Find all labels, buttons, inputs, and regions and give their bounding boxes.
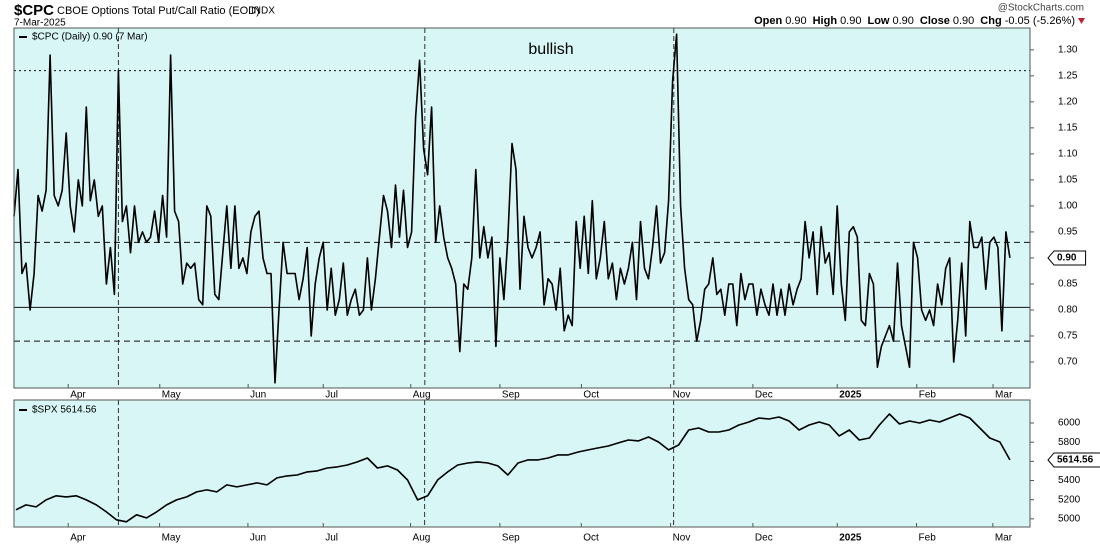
quote-label: High [813, 15, 838, 27]
quote-line: Open 0.90 High 0.90 Low 0.90 Close 0.90 Chg -0.05… [754, 15, 1075, 27]
x-tick-label: Oct [583, 533, 599, 544]
x-tick-label: Aug [413, 533, 431, 544]
x-tick-label: Dec [755, 533, 773, 544]
source: @StockCharts.com [998, 3, 1084, 14]
date: 7-Mar-2025 [14, 18, 66, 29]
x-tick-label: May [162, 390, 181, 401]
y-tick-label: 1.05 [1058, 175, 1078, 186]
quote-value: 0.90 [953, 15, 974, 27]
exchange: INDX [251, 6, 275, 17]
last-value-marker [1047, 250, 1087, 266]
y-tick-label: 5400 [1058, 475, 1081, 486]
x-tick-label: Feb [919, 533, 937, 544]
change-arrow [1078, 18, 1085, 24]
y-tick-label: 5800 [1058, 437, 1081, 448]
plot-border [13, 399, 1031, 528]
x-tick-label: Sep [502, 390, 520, 401]
y-tick-label: 0.75 [1058, 331, 1078, 342]
y-tick-label: 0.80 [1058, 305, 1078, 316]
x-tick-label: Apr [70, 390, 86, 401]
quote-value: 0.90 [892, 15, 913, 27]
x-tick-label: Jun [250, 390, 266, 401]
y-tick-label: 1.00 [1058, 201, 1078, 212]
x-tick-label: 2025 [839, 390, 862, 401]
legend-label: $CPC (Daily) 0.90 (7 Mar) [32, 32, 148, 43]
symbol: $CPC [14, 2, 54, 19]
x-tick-label: Nov [673, 390, 691, 401]
x-tick-label: Dec [755, 390, 773, 401]
x-tick-label: Sep [502, 533, 520, 544]
x-tick-label: Mar [995, 390, 1013, 401]
last-value-label: 0.90 [1057, 253, 1077, 264]
y-tick-label: 1.30 [1058, 44, 1078, 55]
y-tick-label: 5200 [1058, 494, 1081, 505]
x-tick-label: May [162, 533, 181, 544]
quote-label: Chg [980, 15, 1001, 27]
x-tick-label: Mar [995, 533, 1013, 544]
annotation: bullish [528, 41, 573, 58]
plot-background [14, 28, 1030, 388]
plot-background [14, 400, 1030, 527]
y-tick-label: 0.70 [1058, 357, 1078, 368]
x-tick-label: Jul [325, 390, 338, 401]
data-line [13, 33, 1011, 384]
y-tick-label: 1.25 [1058, 71, 1078, 82]
quote-value: 0.90 [840, 15, 861, 27]
y-tick-label: 5000 [1058, 513, 1081, 524]
quote-value: -0.05 (-5.26%) [1005, 15, 1075, 27]
y-tick-label: 1.15 [1058, 123, 1078, 134]
x-tick-label: Feb [919, 390, 937, 401]
last-value-label: 5614.56 [1057, 455, 1094, 466]
quote-label: Low [867, 15, 889, 27]
chart-title: CBOE Options Total Put/Call Ratio (EOD) [57, 5, 260, 17]
quote-value: 0.90 [785, 15, 806, 27]
y-tick-label: 1.20 [1058, 97, 1078, 108]
y-tick-label: 0.95 [1058, 227, 1078, 238]
x-tick-label: Oct [583, 390, 599, 401]
x-tick-label: Apr [70, 533, 86, 544]
y-tick-label: 6000 [1058, 418, 1081, 429]
legend-label: $SPX 5614.56 [32, 405, 97, 416]
y-tick-label: 1.10 [1058, 149, 1078, 160]
last-value-marker [1047, 452, 1100, 468]
plot-border [13, 27, 1031, 389]
x-tick-label: Aug [413, 390, 431, 401]
quote-label: Open [754, 15, 782, 27]
x-tick-label: Jun [250, 533, 266, 544]
quote-label: Close [920, 15, 950, 27]
x-tick-label: Nov [673, 533, 691, 544]
y-tick-label: 0.85 [1058, 279, 1078, 290]
x-tick-label: 2025 [839, 533, 862, 544]
x-tick-label: Jul [325, 533, 338, 544]
data-line [15, 413, 1011, 523]
